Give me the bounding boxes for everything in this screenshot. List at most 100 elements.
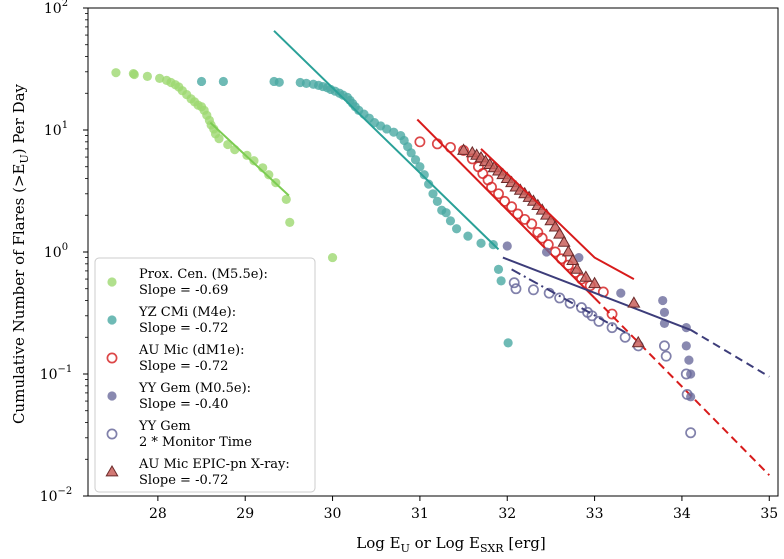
data-point <box>627 296 641 308</box>
data-point <box>476 238 486 248</box>
data-point <box>506 201 518 213</box>
fit-line <box>416 118 596 299</box>
data-point <box>579 270 593 282</box>
data-point <box>616 288 626 298</box>
data-point <box>214 134 224 144</box>
x-tick-label: 35 <box>760 506 778 522</box>
data-point <box>684 355 694 365</box>
legend-marker <box>107 391 117 401</box>
data-point <box>503 338 513 348</box>
data-point <box>486 181 497 193</box>
series-3 <box>502 241 770 402</box>
data-point <box>562 259 574 271</box>
data-point <box>527 284 539 296</box>
y-axis-label: Cumulative Number of Flares (>EU) Per Da… <box>10 83 31 424</box>
data-point <box>566 253 580 266</box>
data-point <box>419 170 429 180</box>
data-point <box>681 341 691 351</box>
data-point <box>441 208 451 218</box>
data-point <box>526 218 538 230</box>
data-point <box>428 189 438 199</box>
data-point <box>463 231 473 241</box>
data-point <box>493 264 504 275</box>
y-tick-label: 102 <box>44 0 68 17</box>
y-tick-label: 10−2 <box>40 486 73 505</box>
data-point <box>561 244 575 257</box>
data-point <box>659 307 670 317</box>
legend-entry-0: Prox. Cen. (M5.5e):Slope = -0.69 <box>107 267 268 298</box>
legend-marker <box>106 428 118 440</box>
legend-marker <box>107 277 117 287</box>
y-axis-label-sub: U <box>18 154 31 163</box>
x-axis-label-sub2: SXR <box>480 542 504 555</box>
data-point <box>658 295 668 306</box>
data-point <box>574 252 584 263</box>
series-1 <box>196 30 513 348</box>
data-point <box>606 308 618 320</box>
data-point <box>301 78 311 88</box>
series-4 <box>508 268 697 439</box>
legend-label: 2 * Monitor Time <box>139 435 252 450</box>
legend-label: AU Mic EPIC-pn X-ray: <box>138 457 290 472</box>
data-point <box>432 196 442 206</box>
legend-marker <box>107 315 117 325</box>
y-tick-label: 101 <box>44 120 68 139</box>
data-point <box>218 76 228 87</box>
data-point <box>445 216 456 226</box>
plot-area <box>111 30 771 476</box>
series-5 <box>457 143 645 348</box>
legend-label: Slope = -0.40 <box>139 397 228 412</box>
fit-line <box>502 256 692 331</box>
legend-label: YY Gem (M0.5e): <box>138 381 251 396</box>
legend-label: Prox. Cen. (M5.5e): <box>139 267 268 282</box>
data-point <box>508 277 520 289</box>
legend-marker <box>105 464 119 477</box>
data-point <box>155 73 165 83</box>
data-point <box>631 335 645 348</box>
data-point <box>660 350 672 362</box>
x-axis-label-sub1: U <box>401 542 410 555</box>
data-point <box>410 155 421 165</box>
data-point <box>548 220 562 232</box>
data-point <box>564 297 576 309</box>
legend-box <box>94 257 316 493</box>
data-point <box>557 235 571 247</box>
x-tick-label: 34 <box>673 506 691 522</box>
data-point <box>544 213 558 226</box>
data-point <box>502 241 512 251</box>
data-point <box>111 68 121 78</box>
data-point <box>477 168 489 179</box>
data-point <box>457 143 471 155</box>
data-point <box>406 148 416 158</box>
data-point <box>142 71 152 82</box>
data-point <box>264 170 274 180</box>
data-point <box>493 188 504 200</box>
data-point <box>382 124 392 134</box>
legend-label: Slope = -0.72 <box>139 473 228 488</box>
legend-marker <box>106 352 118 364</box>
x-axis-label: Log EU or Log ESXR [erg] <box>356 534 545 555</box>
legend-label: YY Gem <box>138 419 191 434</box>
data-point <box>415 162 425 172</box>
fit-line <box>511 268 630 336</box>
y-tick-label: 10−1 <box>40 364 73 383</box>
x-tick-label: 30 <box>324 506 342 522</box>
data-point <box>424 179 434 189</box>
legend-label: AU Mic (dM1e): <box>138 343 244 358</box>
data-point <box>510 283 522 295</box>
fit-line <box>209 121 290 197</box>
legend-label: Slope = -0.72 <box>139 359 228 374</box>
legend: Prox. Cen. (M5.5e):Slope = -0.69 YZ CMi (… <box>94 257 316 493</box>
data-point <box>496 276 506 286</box>
data-point <box>619 331 631 343</box>
data-point <box>680 368 692 380</box>
legend-label: Slope = -0.69 <box>139 283 228 298</box>
x-tick-label: 33 <box>586 506 604 522</box>
data-point <box>536 232 548 244</box>
x-tick-label: 31 <box>411 506 429 522</box>
legend-entry-5: AU Mic EPIC-pn X-ray:Slope = -0.72 <box>105 457 290 488</box>
extrapolation-line <box>690 329 770 378</box>
y-tick-label: 100 <box>44 242 68 261</box>
